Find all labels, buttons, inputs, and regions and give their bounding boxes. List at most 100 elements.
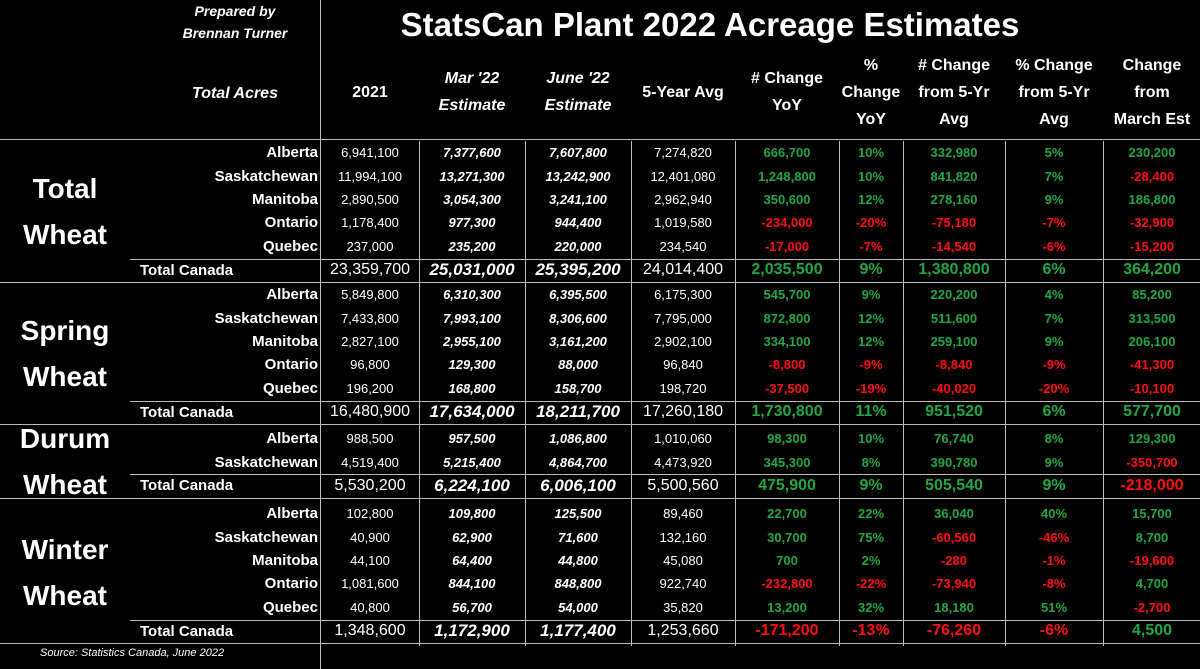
province-name: Ontario [264, 575, 318, 593]
cell-col-7: -20% [1038, 380, 1070, 396]
cell-col-4: -37,500 [764, 380, 810, 396]
cell-col-6: -73,940 [931, 576, 977, 592]
cell-col-4: 545,700 [763, 287, 811, 303]
cell-col-4: -232,800 [761, 576, 813, 592]
cell-col-0: 1,348,600 [334, 622, 406, 639]
cell-col-5: 11% [855, 403, 887, 420]
cell-col-0: 4,519,400 [341, 454, 399, 470]
cell-col-7: 9% [1044, 333, 1064, 349]
cell-col-3: 96,840 [663, 357, 703, 373]
cell-col-6: -8,840 [935, 357, 973, 373]
vertical-divider [839, 141, 840, 646]
cell-col-7: -6% [1039, 622, 1069, 639]
province-name: Alberta [266, 286, 318, 304]
cell-col-1: 235,200 [448, 238, 496, 254]
cell-col-8: 85,200 [1132, 287, 1172, 303]
cell-col-8: -28,400 [1129, 168, 1175, 184]
cell-col-5: 9% [859, 476, 883, 494]
cell-col-6: -75,180 [931, 215, 977, 231]
cell-col-4: 872,800 [763, 310, 811, 326]
cell-col-4: 334,100 [763, 333, 811, 349]
cell-col-6: 76,740 [934, 431, 974, 447]
cell-col-4: 1,730,800 [751, 403, 823, 420]
cell-col-1: 168,800 [448, 380, 496, 396]
cell-col-0: 2,890,500 [341, 191, 399, 207]
cell-col-3: 17,260,180 [642, 403, 724, 420]
cell-col-8: -218,000 [1120, 476, 1184, 494]
cell-col-0: 16,480,900 [329, 403, 411, 420]
cell-col-8: -32,900 [1129, 215, 1175, 231]
cell-col-5: -19% [855, 380, 887, 396]
table-row: Ontario 96,800 129,300 88,000 96,840 -8,800 -9… [0, 353, 1200, 376]
cell-col-4: 666,700 [763, 145, 811, 161]
cell-col-3: 89,460 [663, 506, 703, 522]
cell-col-6: 505,540 [925, 476, 983, 494]
cell-col-5: 8% [861, 454, 881, 470]
table-row: Manitoba 44,100 64,400 44,800 45,080 700 2% -28… [0, 549, 1200, 572]
cell-col-6: -14,540 [931, 238, 977, 254]
cell-col-6: 332,980 [930, 145, 978, 161]
cell-col-1: 3,054,300 [443, 191, 501, 207]
cell-col-1: 7,993,100 [443, 310, 501, 326]
cell-col-7: 9% [1044, 191, 1064, 207]
cell-col-0: 44,100 [350, 552, 390, 568]
cell-col-8: 8,700 [1135, 529, 1169, 545]
cell-col-0: 5,849,800 [341, 287, 399, 303]
cell-col-5: 10% [857, 145, 885, 161]
total-label: Total Canada [140, 477, 234, 495]
table-row: Saskatchewan 7,433,800 7,993,100 8,306,600 7… [0, 306, 1200, 329]
cell-col-7: -46% [1038, 529, 1070, 545]
cell-col-8: 4,500 [1131, 622, 1173, 639]
cell-col-8: 15,700 [1132, 506, 1172, 522]
page-title: StatsCan Plant 2022 Acreage Estimates [400, 6, 1020, 43]
table-row: Saskatchewan 4,519,400 5,215,400 4,864,700 4… [0, 450, 1200, 473]
cell-col-1: 7,377,600 [443, 145, 501, 161]
cell-col-1: 25,031,000 [429, 260, 515, 279]
cell-col-5: 22% [857, 506, 885, 522]
row-header-total-acres: Total Acres [192, 85, 278, 102]
cell-col-3: 1,253,660 [647, 622, 719, 639]
table-row: Quebec 237,000 235,200 220,000 234,540 -17,00… [0, 235, 1200, 258]
cell-col-4: 1,248,800 [758, 168, 816, 184]
cell-col-4: 700 [776, 552, 798, 568]
horizontal-divider [0, 139, 1200, 140]
province-name: Alberta [266, 505, 318, 523]
column-header-4: # Change YoY [750, 70, 823, 114]
cell-col-5: -13% [852, 622, 890, 639]
cell-col-8: 206,100 [1128, 333, 1176, 349]
cell-col-7: 6% [1042, 261, 1066, 278]
cell-col-0: 196,200 [346, 380, 394, 396]
cell-col-7: 7% [1044, 310, 1064, 326]
cell-col-1: 64,400 [452, 552, 492, 568]
cell-col-8: 313,500 [1128, 310, 1176, 326]
cell-col-8: 4,700 [1135, 576, 1169, 592]
cell-col-5: 9% [859, 261, 883, 278]
cell-col-7: 51% [1040, 599, 1068, 615]
cell-col-7: -9% [1042, 357, 1066, 373]
total-label: Total Canada [140, 403, 234, 421]
cell-col-2: 13,242,900 [545, 168, 611, 184]
cell-col-2: 4,864,700 [549, 454, 607, 470]
cell-col-2: 3,161,200 [549, 333, 607, 349]
cell-col-0: 23,359,700 [329, 261, 411, 278]
cell-col-2: 1,177,400 [540, 621, 616, 640]
cell-col-4: -17,000 [764, 238, 810, 254]
cell-col-6: 390,780 [930, 454, 978, 470]
cell-col-3: 922,740 [659, 576, 707, 592]
cell-col-3: 7,795,000 [654, 310, 712, 326]
cell-col-1: 56,700 [452, 599, 492, 615]
cell-col-5: 9% [861, 287, 881, 303]
cell-col-3: 132,160 [659, 529, 707, 545]
cell-col-2: 944,400 [554, 215, 602, 231]
province-name: Ontario [264, 356, 318, 374]
horizontal-divider [0, 424, 1200, 425]
table-row: Ontario 1,178,400 977,300 944,400 1,019,580 -… [0, 211, 1200, 234]
province-name: Ontario [264, 214, 318, 232]
cell-col-2: 54,000 [558, 599, 598, 615]
cell-col-8: -19,600 [1129, 552, 1175, 568]
cell-col-7: 8% [1044, 431, 1064, 447]
cell-col-0: 40,900 [350, 529, 390, 545]
cell-col-0: 2,827,100 [341, 333, 399, 349]
cell-col-6: 841,820 [930, 168, 978, 184]
cell-col-2: 7,607,800 [549, 145, 607, 161]
